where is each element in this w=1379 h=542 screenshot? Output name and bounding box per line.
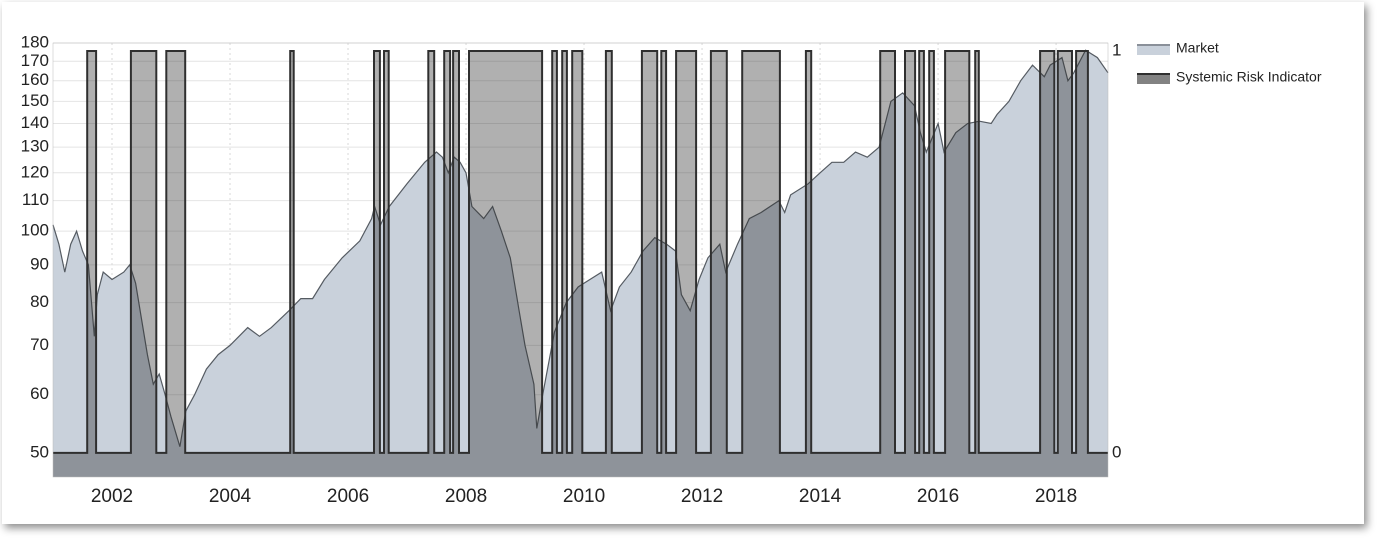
y-tick-label: 60 xyxy=(30,384,49,403)
y-tick-label: 50 xyxy=(30,443,49,462)
y-tick-label: 100 xyxy=(21,221,49,240)
x-tick-label: 2006 xyxy=(327,486,369,507)
y-tick-label: 150 xyxy=(21,91,49,110)
x-tick-label: 2002 xyxy=(91,486,133,507)
x-tick-label: 2010 xyxy=(563,486,605,507)
x-tick-label: 2018 xyxy=(1035,486,1077,507)
y2-tick-label: 1 xyxy=(1112,41,1121,60)
y-tick-label: 130 xyxy=(21,137,49,156)
market-area xyxy=(53,50,1108,477)
y-tick-label: 120 xyxy=(21,162,49,181)
y-tick-label: 110 xyxy=(22,190,49,209)
indicator-area xyxy=(53,51,1108,477)
legend-label: Market xyxy=(1176,40,1219,56)
legend-label: Systemic Risk Indicator xyxy=(1176,69,1322,85)
plot-frame xyxy=(52,42,1109,478)
y-tick-label: 180 xyxy=(21,32,49,51)
y-tick-label: 70 xyxy=(30,335,49,354)
y-tick-label: 90 xyxy=(30,254,49,273)
legend-swatch xyxy=(1137,45,1170,55)
y-tick-label: 160 xyxy=(21,70,49,89)
y-tick-label: 170 xyxy=(21,51,49,70)
x-tick-label: 2004 xyxy=(209,486,252,507)
x-tick-label: 2008 xyxy=(445,486,487,507)
y-tick-label: 140 xyxy=(21,113,49,132)
y2-tick-label: 0 xyxy=(1112,442,1121,461)
legend-swatch xyxy=(1137,74,1170,84)
x-tick-label: 2014 xyxy=(799,486,842,507)
x-tick-label: 2016 xyxy=(917,486,959,507)
x-tick-label: 2012 xyxy=(681,486,723,507)
indicator-line xyxy=(53,50,1108,454)
y-tick-label: 80 xyxy=(30,292,49,311)
